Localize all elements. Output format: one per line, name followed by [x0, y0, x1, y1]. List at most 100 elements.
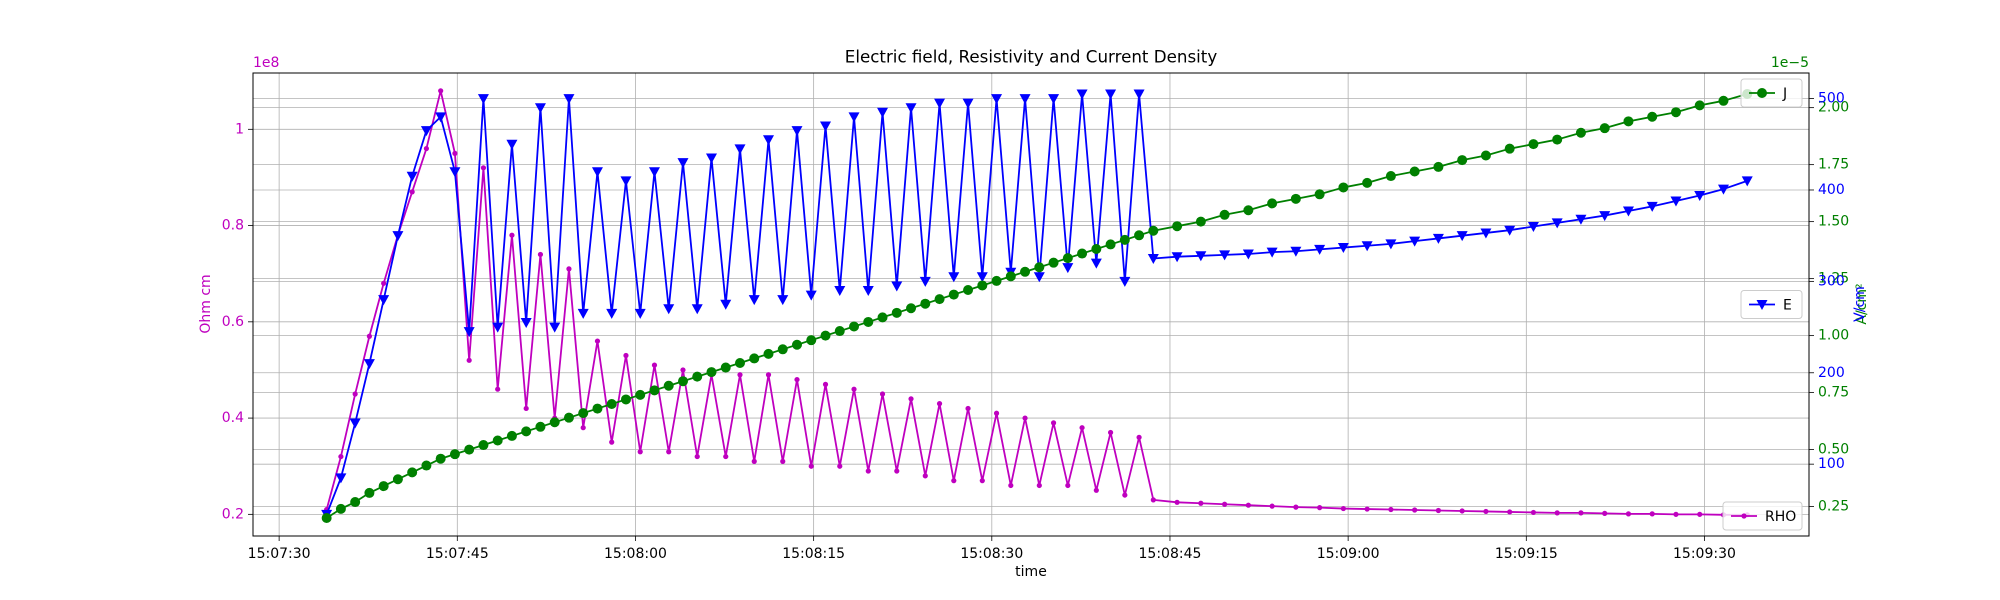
marker: [549, 322, 561, 333]
marker: [1673, 511, 1679, 517]
marker: [1093, 487, 1099, 493]
y2-tick-label: 0.50: [1818, 442, 1849, 458]
legend-box: [1722, 501, 1803, 531]
marker: [1578, 510, 1584, 516]
y-offset-label: 1e8: [253, 55, 279, 71]
marker: [338, 453, 344, 460]
legend-marker: [1741, 513, 1747, 519]
marker: [1245, 502, 1251, 508]
marker: [521, 426, 532, 437]
marker: [1198, 500, 1204, 506]
marker: [1122, 492, 1128, 498]
marker: [762, 135, 774, 146]
legend-label: J: [1782, 86, 1787, 102]
marker: [623, 352, 629, 359]
marker: [1022, 415, 1028, 421]
y2-axis-label: A/cm²: [1854, 283, 1870, 324]
y3-tick-label: 300: [1818, 273, 1845, 289]
marker: [1317, 505, 1323, 511]
marker: [1480, 150, 1491, 161]
marker: [634, 308, 646, 319]
marker: [1195, 216, 1206, 227]
marker: [420, 126, 432, 137]
marker: [1222, 501, 1228, 507]
marker: [705, 153, 717, 164]
marker: [963, 285, 974, 296]
marker: [523, 405, 529, 412]
marker: [421, 460, 432, 471]
marker: [948, 289, 959, 300]
marker: [1048, 94, 1060, 105]
series-line: [325, 89, 1748, 516]
marker: [363, 359, 375, 370]
y2-tick-label: 1.50: [1818, 214, 1849, 230]
marker: [920, 298, 931, 309]
legend: RHO: [1722, 501, 1803, 531]
marker: [1065, 482, 1071, 489]
marker: [1527, 222, 1539, 233]
marker: [1340, 505, 1346, 512]
marker: [1090, 258, 1102, 269]
marker: [1364, 506, 1370, 512]
marker: [381, 280, 387, 286]
marker: [606, 399, 617, 410]
marker: [977, 280, 988, 291]
marker: [1148, 225, 1159, 236]
marker: [1741, 176, 1753, 187]
marker: [591, 167, 603, 178]
marker: [492, 435, 503, 446]
marker: [1133, 89, 1145, 100]
marker: [407, 467, 418, 478]
marker: [364, 487, 375, 498]
legend: J: [1740, 78, 1803, 108]
marker: [1172, 221, 1183, 232]
marker: [1718, 95, 1729, 106]
marker: [1697, 511, 1703, 517]
marker: [1020, 266, 1031, 277]
marker: [392, 231, 404, 242]
marker: [1266, 247, 1278, 258]
marker: [1034, 262, 1045, 273]
marker: [1174, 499, 1180, 505]
marker: [1171, 252, 1183, 263]
marker: [763, 348, 774, 359]
marker: [409, 189, 415, 195]
marker: [837, 463, 843, 469]
marker: [378, 295, 390, 306]
y-tick-label: 0.6: [222, 314, 244, 330]
x-tick-label: 15:07:30: [248, 546, 311, 562]
marker: [1079, 425, 1085, 431]
marker: [1076, 89, 1088, 100]
marker: [936, 401, 943, 407]
marker: [677, 376, 688, 387]
marker: [1551, 218, 1563, 229]
marker: [737, 372, 743, 378]
x-tick-label: 15:08:00: [604, 546, 667, 562]
marker: [820, 121, 832, 132]
marker: [1388, 506, 1394, 513]
x-tick-label: 15:08:30: [960, 546, 1023, 562]
marker: [1504, 143, 1515, 154]
marker: [478, 440, 489, 451]
marker: [1717, 184, 1729, 195]
marker: [965, 405, 971, 412]
series: [321, 89, 1753, 520]
marker: [1314, 189, 1325, 200]
marker: [851, 386, 857, 392]
marker: [349, 418, 361, 429]
marker: [480, 165, 487, 171]
legend-label: RHO: [1765, 509, 1796, 525]
marker: [1409, 236, 1421, 247]
marker: [1575, 214, 1587, 225]
marker: [1062, 263, 1074, 274]
y-tick-label: 0.2: [222, 506, 244, 522]
marker: [335, 503, 346, 514]
marker: [1019, 94, 1031, 105]
marker: [1694, 100, 1705, 111]
marker: [751, 458, 757, 465]
marker: [1483, 508, 1489, 515]
marker: [1385, 171, 1396, 182]
marker: [423, 145, 430, 152]
